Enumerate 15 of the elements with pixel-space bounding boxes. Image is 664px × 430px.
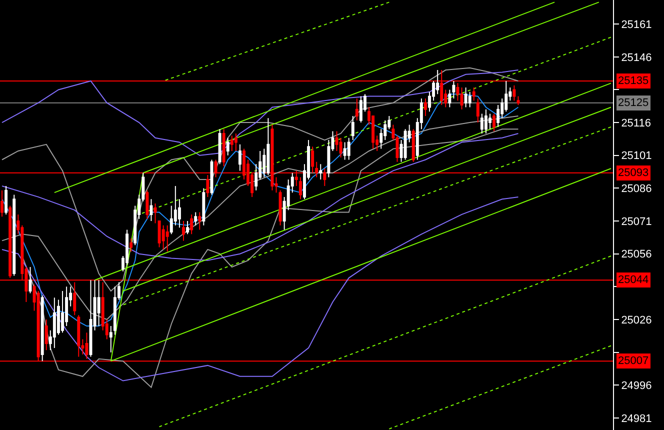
ref-line-label: 25007 bbox=[618, 355, 649, 367]
ref-line-label: 25135 bbox=[618, 75, 649, 87]
y-tick-label: 25071 bbox=[621, 216, 652, 228]
y-tick-label: 24996 bbox=[621, 380, 652, 392]
y-tick-label: 25026 bbox=[621, 314, 652, 326]
ref-line-label: 25093 bbox=[618, 167, 649, 179]
y-tick-label: 25161 bbox=[621, 18, 652, 31]
ref-line-label: 25125 bbox=[618, 97, 649, 109]
y-tick-label: 25146 bbox=[621, 52, 652, 64]
y-tick-label: 25086 bbox=[621, 183, 652, 196]
ref-line-label: 25044 bbox=[618, 274, 649, 286]
y-tick-label: 25116 bbox=[621, 117, 651, 130]
y-tick-label: 25101 bbox=[621, 150, 652, 162]
y-tick-label: 24981 bbox=[621, 412, 652, 425]
y-tick-label: 25056 bbox=[621, 248, 652, 261]
